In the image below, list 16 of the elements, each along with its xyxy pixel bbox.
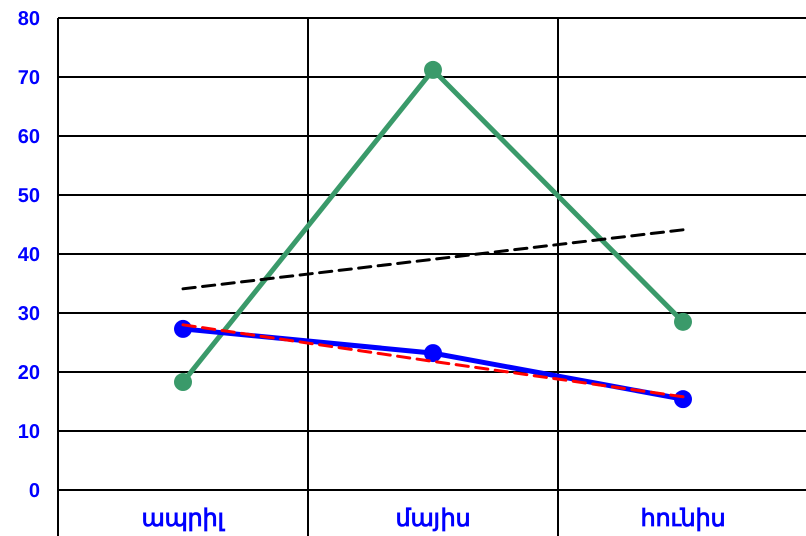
- x-tick-label: ապրիլ: [142, 505, 226, 532]
- y-tick-label: 30: [18, 303, 40, 325]
- point: [674, 312, 692, 331]
- y-tick-label: 20: [18, 362, 40, 384]
- y-tick-label: 10: [18, 421, 40, 443]
- x-tick-label: մայիս: [396, 505, 470, 532]
- point: [424, 60, 442, 79]
- y-tick-label: 40: [18, 244, 40, 266]
- y-tick-label: 0: [28, 480, 40, 502]
- y-tick-label: 60: [18, 126, 40, 148]
- y-tick-label: 70: [18, 67, 40, 89]
- y-tick-label: 50: [18, 185, 40, 207]
- point: [174, 373, 192, 392]
- x-tick-label: հունիս: [640, 505, 726, 532]
- y-tick-label: 80: [18, 8, 40, 30]
- point: [424, 344, 442, 362]
